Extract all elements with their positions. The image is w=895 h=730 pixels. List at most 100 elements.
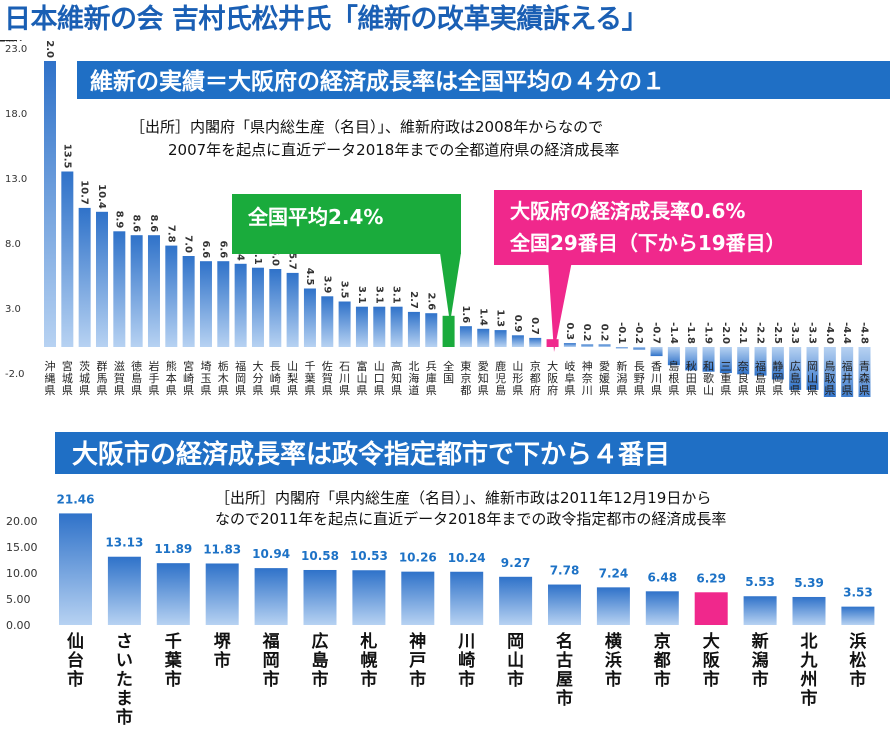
value-label: -3.3	[789, 322, 800, 344]
bars	[44, 61, 871, 397]
value-label: 0.7	[529, 317, 540, 335]
bar-川崎市	[450, 571, 484, 625]
y-tick-label: 8.0	[5, 239, 21, 250]
value-label: 3.53	[843, 586, 873, 600]
chart-title: 大阪市の経済成長率は政令指定都市で下から４番目	[72, 439, 670, 470]
value-label: 0.9	[512, 315, 523, 333]
value-label: -4.4	[841, 322, 852, 344]
bar-愛媛県	[598, 344, 611, 347]
city-growth-chart: 大阪市の経済成長率は政令指定都市で下から４番目 ［出所］内閣府「県内総生産（名目…	[6, 432, 888, 728]
value-label: 8.6	[148, 214, 159, 232]
value-label: 1.4	[477, 308, 488, 326]
value-label: 6.6	[200, 240, 211, 258]
bar-鳥取県	[823, 347, 836, 397]
value-label: -1.4	[668, 322, 679, 344]
value-labels: 21.46 13.13 11.89 11.83 10.94 10.58 10.53 10.26…	[57, 492, 873, 599]
value-label: 6.48	[647, 570, 677, 584]
callout-national-text: 全国平均2.4%	[247, 205, 383, 229]
bar-沖縄県	[44, 61, 56, 347]
value-label: 4.5	[304, 268, 315, 286]
bar-北海道	[407, 311, 420, 347]
bar-長崎県	[269, 269, 282, 347]
x-label-新潟市: 新潟市	[752, 631, 769, 690]
y-tick-label: 10.00	[6, 567, 38, 580]
y-tick-label: 23.0	[5, 44, 27, 55]
value-label: -4.8	[859, 322, 870, 344]
value-label: 3.1	[356, 286, 367, 304]
value-label: 0.3	[564, 322, 575, 340]
value-label: 3.5	[339, 281, 350, 299]
value-label: 8.6	[131, 214, 142, 232]
bar-福岡市	[254, 568, 288, 625]
value-label: 3.1	[391, 286, 402, 304]
bar-茨城県	[78, 207, 91, 347]
x-label-福岡市: 福岡市	[262, 631, 280, 690]
bar-東京都	[459, 326, 472, 347]
bar-新潟県	[615, 347, 628, 349]
value-label: 6.29	[696, 571, 726, 585]
x-label-仙台市: 仙台市	[67, 631, 84, 690]
bar-熊本県	[165, 245, 178, 347]
bar-高知県	[390, 306, 403, 347]
value-label: 10.53	[350, 549, 388, 563]
x-label-堺市: 堺市	[214, 631, 232, 671]
bar-栃木県	[217, 261, 230, 347]
value-label: 10.4	[96, 184, 107, 209]
bar-岡山県	[806, 347, 819, 390]
x-label-大阪市: 大阪市	[703, 631, 720, 690]
bar-札幌市	[352, 570, 386, 625]
value-label: 10.26	[399, 551, 437, 565]
value-label: 6.0	[269, 248, 280, 266]
bar-福島県	[754, 347, 767, 376]
value-label: -2.0	[720, 322, 731, 344]
chart-title: 維新の実績＝大阪府の経済成長率は全国平均の４分の１	[90, 68, 665, 95]
value-label: -2.5	[772, 322, 783, 344]
bar-静岡県	[771, 347, 784, 380]
bar-岐阜県	[563, 343, 576, 347]
bar-大阪市	[694, 592, 728, 625]
bar-堺市	[205, 563, 239, 625]
bar-秋田県	[685, 347, 698, 371]
source-note-line-2: 2007年を起点に直近データ2018年までの全都道府県の経済成長率	[168, 141, 619, 159]
bar-名古屋市	[548, 584, 581, 625]
value-label: 2.6	[425, 292, 436, 310]
value-label: 7.78	[550, 564, 580, 578]
bar-神奈川県	[581, 344, 594, 347]
value-label: 0.2	[581, 324, 592, 342]
bar-鹿児島県	[494, 330, 507, 347]
y-axis-ticks: 20.00 15.00 10.00 5.00 0.00	[6, 515, 38, 632]
value-label: 9.27	[501, 556, 531, 570]
bar-岡山市	[499, 576, 533, 625]
x-axis-labels: 仙台市 さいたま市 千葉市 堺市 福岡市 広島市 札幌市 神戸市 川崎市 岡山市 名古屋市 横浜市 京都…	[67, 631, 866, 728]
bar-広島市	[303, 569, 337, 625]
value-label: 7.24	[599, 566, 629, 580]
value-label: 7.0	[183, 235, 194, 253]
value-label: 22.0	[44, 40, 55, 58]
value-label: -0.2	[633, 322, 644, 344]
bar-石川県	[338, 301, 351, 347]
value-label: -0.7	[651, 322, 662, 344]
bar-京都府	[529, 337, 542, 347]
value-label: 3.1	[373, 286, 384, 304]
bar-宮崎県	[182, 256, 195, 347]
bar-福井県	[841, 347, 854, 397]
value-label: 10.24	[448, 551, 486, 565]
bar-富山県	[355, 306, 368, 347]
bar-島根県	[667, 347, 680, 366]
x-label-札幌市: 札幌市	[359, 631, 377, 690]
bar-長野県	[633, 347, 646, 350]
value-label: 10.58	[301, 549, 339, 563]
x-label-さいたま市: さいたま市	[116, 632, 133, 728]
title-banner: 大阪市の経済成長率は政令指定都市で下から４番目	[55, 432, 888, 474]
x-label-千葉市: 千葉市	[164, 632, 183, 690]
value-label: -2.2	[755, 322, 766, 344]
x-label-川崎市: 川崎市	[457, 632, 475, 690]
bar-全国	[442, 315, 455, 347]
x-label-広島市: 広島市	[312, 631, 329, 690]
value-label: 11.83	[203, 542, 241, 556]
bar-宮城県	[61, 171, 74, 347]
value-label: 1.6	[460, 305, 471, 323]
y-tick-label: 15.00	[6, 541, 38, 554]
y-tick-label: 3.0	[5, 304, 21, 315]
value-label: 21.46	[57, 492, 95, 506]
